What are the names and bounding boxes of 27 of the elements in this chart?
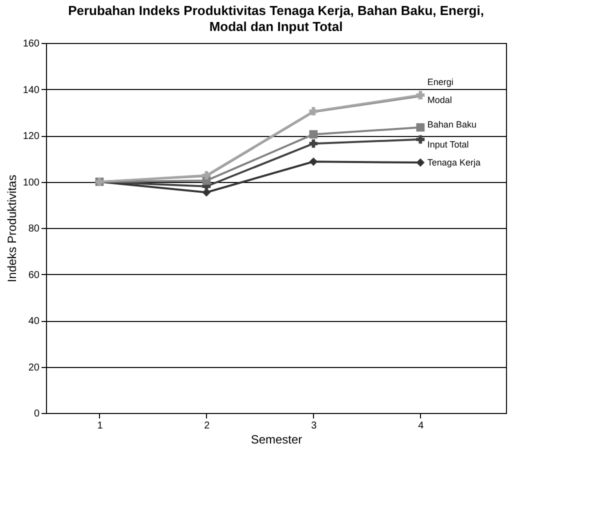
x-tick-label: 3 — [311, 420, 318, 432]
y-axis-title: Indeks Produktivitas — [4, 174, 19, 282]
y-tick-label: 100 — [22, 177, 40, 188]
y-tick-label: 80 — [28, 224, 40, 234]
point — [416, 135, 425, 144]
y-tick-label: 40 — [28, 316, 40, 327]
series-label: Modal — [427, 95, 452, 106]
chart-title: Perubahan Indeks Produktivitas Tenaga Kerja, Bahan Baku, Energi, Modal dan Input Total — [68, 3, 484, 34]
point — [309, 130, 318, 139]
y-tick-label: 120 — [22, 131, 40, 142]
series-label: Tenaga Kerja — [427, 158, 480, 168]
point — [309, 139, 318, 148]
series-label: Bahan Baku — [427, 119, 476, 130]
point — [309, 157, 318, 166]
x-tick-label: 4 — [418, 420, 424, 432]
y-tick-label: 20 — [28, 362, 40, 374]
x-axis-title: Semester — [250, 432, 302, 446]
series-label: Input Total — [427, 139, 469, 150]
y-tick-label: 140 — [22, 84, 40, 96]
point — [416, 158, 425, 167]
series-label: Energi — [427, 77, 454, 88]
y-tick-label: 160 — [22, 38, 40, 50]
y-tick-label: 0 — [34, 408, 40, 420]
y-tick-label: 60 — [28, 270, 40, 281]
x-tick-label: 1 — [97, 420, 104, 432]
x-tick-label: 2 — [204, 420, 210, 432]
point — [416, 123, 425, 132]
